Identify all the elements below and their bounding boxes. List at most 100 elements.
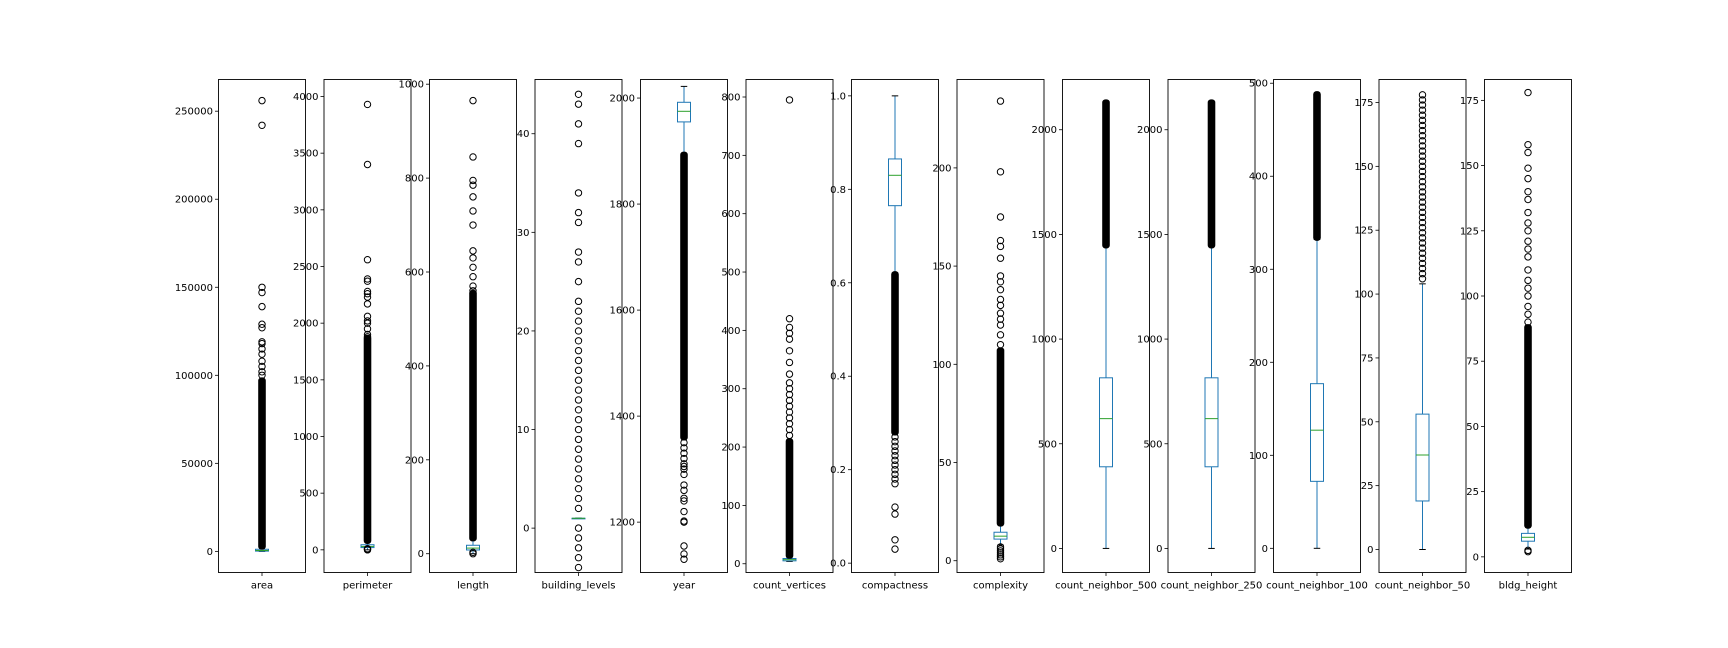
y-tick-label: 200 <box>1249 358 1268 369</box>
outlier-point <box>1418 172 1427 181</box>
outlier-point <box>1418 234 1427 242</box>
outlier-point <box>1524 237 1532 245</box>
outlier-point <box>1418 188 1427 196</box>
outlier-point <box>258 324 266 332</box>
outlier-point <box>785 402 794 410</box>
flier-band <box>680 151 688 441</box>
outlier-point <box>785 96 794 104</box>
y-tick-label: 1000 <box>1032 335 1057 346</box>
y-tick-label: 600 <box>721 209 740 220</box>
outlier-point <box>1418 249 1427 257</box>
outlier-point <box>680 438 688 447</box>
outlier-point <box>1524 302 1532 311</box>
y-tick-label: 75 <box>1361 353 1374 364</box>
y-tick-label: 500 <box>299 489 318 500</box>
outlier-point <box>363 277 372 285</box>
flier-band <box>1524 324 1532 529</box>
y-tick-label: 300 <box>721 384 740 395</box>
outlier-point <box>574 415 583 424</box>
outlier-point <box>363 300 372 308</box>
y-tick-label: 100 <box>932 360 951 371</box>
outlier-point <box>1418 96 1427 104</box>
y-tick-label: 0 <box>734 559 740 570</box>
x-tick-label: count_vertices <box>753 581 826 592</box>
y-tick-label: 20 <box>517 326 530 337</box>
outlier-point <box>574 484 583 493</box>
outlier-point <box>1418 264 1427 273</box>
y-tick-label: 500 <box>1143 439 1162 450</box>
y-tick-label: 500 <box>1038 439 1057 450</box>
outlier-point <box>1418 131 1427 140</box>
x-tick-label: count_neighbor_50 <box>1375 581 1470 592</box>
outlier-point <box>996 309 1005 317</box>
outlier-point <box>1524 310 1532 318</box>
outlier-point <box>574 208 583 217</box>
y-tick-label: 3000 <box>293 205 318 216</box>
outlier-point <box>1524 219 1532 227</box>
outlier-point <box>996 340 1005 349</box>
y-tick-label: 0 <box>207 547 213 558</box>
outlier-point <box>258 288 266 297</box>
outlier-point <box>996 551 1005 559</box>
outlier-point <box>891 503 899 511</box>
outlier-point <box>891 461 899 469</box>
outlier-point <box>680 454 688 463</box>
subplot-perimeter: 0 500 1000 1500 2000 2500 3000 3500 4000 perimete… <box>293 79 412 592</box>
outlier-point <box>574 356 583 365</box>
outlier-point <box>363 317 372 325</box>
outlier-point <box>996 254 1005 262</box>
y-tick-label: 100 <box>1460 292 1479 303</box>
outlier-point <box>469 273 477 281</box>
outlier-point <box>1524 187 1532 196</box>
outlier-point <box>1418 147 1427 155</box>
outlier-point <box>996 213 1005 221</box>
outlier-point <box>1524 266 1532 274</box>
y-tick-label: 200 <box>721 443 740 454</box>
iqr-box <box>888 158 902 207</box>
outlier-point <box>680 550 688 558</box>
outlier-point <box>891 437 899 446</box>
y-tick-label: 150000 <box>175 283 213 294</box>
outlier-point <box>785 385 794 393</box>
outlier-point <box>574 504 583 513</box>
outlier-point <box>574 327 583 335</box>
outlier-point <box>574 139 583 148</box>
outlier-point <box>363 545 372 553</box>
y-tick-label: 0 <box>1367 545 1373 556</box>
outlier-point <box>363 325 372 333</box>
outlier-point <box>574 376 583 384</box>
outlier-point <box>469 287 477 295</box>
iqr-box <box>1310 383 1324 482</box>
outlier-point <box>258 283 266 291</box>
outlier-point <box>574 189 583 197</box>
outlier-point <box>785 431 794 440</box>
outlier-point <box>1524 195 1532 204</box>
y-tick-label: 40 <box>517 129 530 140</box>
y-tick-label: 50 <box>1466 422 1479 433</box>
x-tick-label: length <box>457 581 489 592</box>
outlier-point <box>785 408 794 416</box>
subplot-year: 1200 1400 1600 1800 2000 year <box>610 79 728 592</box>
y-tick-label: 0 <box>1262 544 1268 555</box>
outlier-point <box>469 282 477 290</box>
outlier-point <box>469 548 477 557</box>
outlier-point <box>996 301 1005 310</box>
y-tick-label: 1.0 <box>830 91 846 102</box>
outlier-point <box>258 345 266 353</box>
y-tick-label: 0 <box>418 549 424 560</box>
outlier-point <box>1524 253 1532 261</box>
outlier-point <box>680 486 688 495</box>
outlier-point <box>680 460 688 468</box>
y-tick-label: 300 <box>1249 265 1268 276</box>
y-tick-label: 3500 <box>293 149 318 160</box>
outlier-point <box>1524 292 1532 300</box>
x-tick-label: count_neighbor_500 <box>1055 581 1157 592</box>
y-tick-label: 1500 <box>1137 230 1162 241</box>
y-tick-label: 2000 <box>1137 125 1162 136</box>
outlier-point <box>996 97 1005 105</box>
y-tick-label: 800 <box>721 93 740 104</box>
y-tick-label: 2500 <box>293 262 318 273</box>
outlier-point <box>1418 213 1427 222</box>
iqr-box <box>1204 377 1219 468</box>
y-tick-label: 4000 <box>293 92 318 103</box>
